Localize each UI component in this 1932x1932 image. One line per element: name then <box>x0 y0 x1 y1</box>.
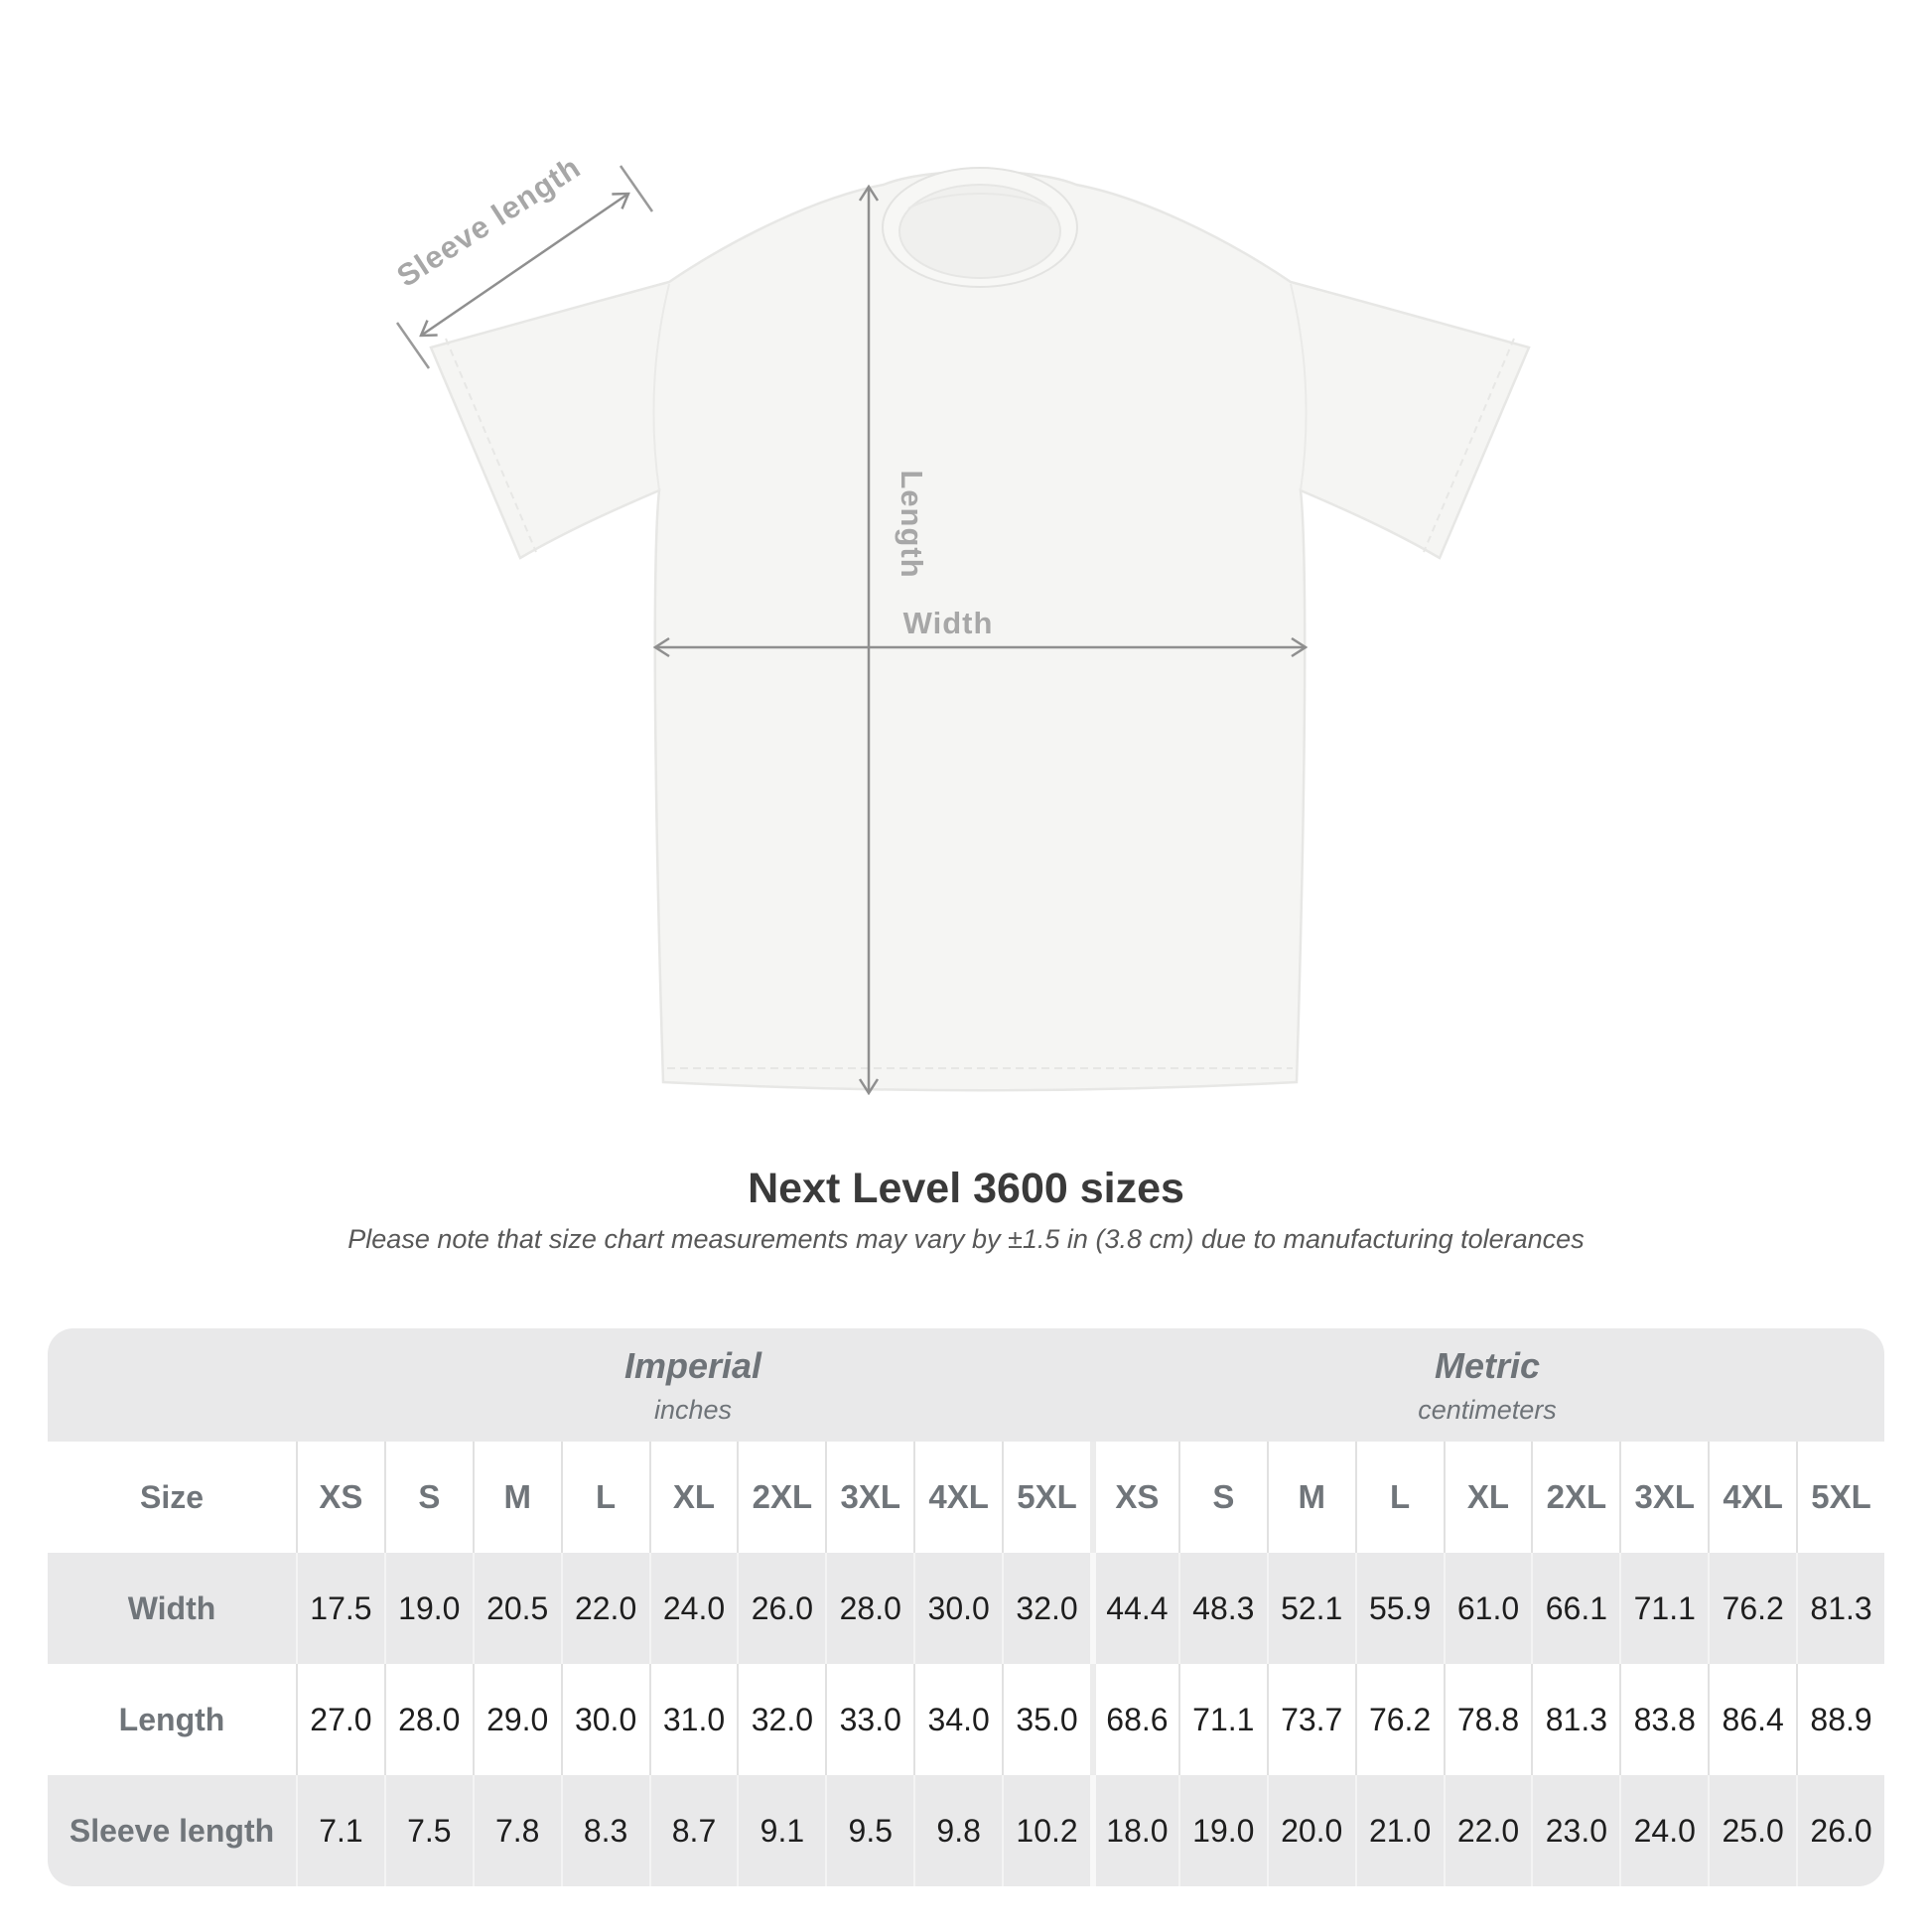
value-cell: 27.0 <box>296 1664 384 1775</box>
value-cell: 28.0 <box>825 1553 913 1664</box>
value-cell: 25.0 <box>1708 1775 1796 1886</box>
value-cell: 32.0 <box>1002 1553 1090 1664</box>
value-cell: 81.3 <box>1531 1664 1619 1775</box>
size-header-label: Size <box>139 1478 205 1515</box>
row-label-sleeve-length: Sleeve length <box>69 1812 275 1849</box>
value-cell: 88.9 <box>1796 1664 1884 1775</box>
width-label: Width <box>903 606 994 640</box>
value-cell: 34.0 <box>913 1664 1002 1775</box>
value-cell: 24.0 <box>648 1553 738 1664</box>
size-header-cell: S <box>1177 1442 1267 1553</box>
unit-name-imperial: Imperial <box>623 1344 762 1386</box>
row-label-length: Length <box>118 1701 225 1737</box>
size-header-cell: 5XL <box>1796 1442 1884 1553</box>
unit-header-row: Imperial inches Metric centimeters <box>48 1328 1884 1442</box>
value-cell: 76.2 <box>1708 1553 1796 1664</box>
value-cell: 22.0 <box>1443 1775 1532 1886</box>
value-cell: 71.1 <box>1619 1553 1708 1664</box>
value-cell: 20.0 <box>1266 1775 1355 1886</box>
value-cell: 71.1 <box>1177 1664 1267 1775</box>
value-cell: 78.8 <box>1443 1664 1532 1775</box>
size-header-cell: XS <box>296 1442 384 1553</box>
value-cell: 66.1 <box>1531 1553 1619 1664</box>
value-cell: 7.5 <box>383 1775 473 1886</box>
value-cell: 33.0 <box>825 1664 913 1775</box>
value-cell: 19.0 <box>1177 1775 1267 1886</box>
row-label-width: Width <box>127 1589 216 1626</box>
table-row-length: Length 27.0 28.0 29.0 30.0 31.0 32.0 33.0 34.0 3… <box>48 1664 1884 1775</box>
size-header-cell: L <box>560 1442 649 1553</box>
value-cell: 86.4 <box>1708 1664 1796 1775</box>
size-header-cell: 3XL <box>1619 1442 1708 1553</box>
value-cell: 10.2 <box>1002 1775 1090 1886</box>
value-cell: 73.7 <box>1266 1664 1355 1775</box>
tshirt-shape <box>429 167 1531 1092</box>
value-cell: 48.3 <box>1177 1553 1267 1664</box>
sleeve-length-arrow <box>395 165 654 369</box>
size-header-cell: S <box>383 1442 473 1553</box>
value-cell: 18.0 <box>1089 1775 1178 1886</box>
unit-header-imperial: Imperial inches <box>296 1328 1090 1442</box>
table-row-sleeve-length: Sleeve length 7.1 7.5 7.8 8.3 8.7 9.1 9.5 9.8 10… <box>48 1775 1884 1886</box>
table-row-width: Width 17.5 19.0 20.5 22.0 24.0 26.0 28.0 30.0 32… <box>48 1553 1884 1664</box>
value-cell: 52.1 <box>1266 1553 1355 1664</box>
value-cell: 20.5 <box>472 1553 561 1664</box>
value-cell: 81.3 <box>1796 1553 1884 1664</box>
value-cell: 7.8 <box>472 1775 561 1886</box>
value-cell: 30.0 <box>913 1553 1002 1664</box>
value-cell: 61.0 <box>1443 1553 1532 1664</box>
size-header-cell: 3XL <box>825 1442 913 1553</box>
value-cell: 55.9 <box>1354 1553 1444 1664</box>
size-header-cell: 5XL <box>1002 1442 1090 1553</box>
value-cell: 31.0 <box>648 1664 738 1775</box>
value-cell: 35.0 <box>1002 1664 1090 1775</box>
page-subtitle: Please note that size chart measurements… <box>347 1224 1585 1254</box>
value-cell: 26.0 <box>737 1553 825 1664</box>
size-header-cell: 4XL <box>913 1442 1002 1553</box>
size-header-cell: M <box>472 1442 561 1553</box>
unit-sub-metric: centimeters <box>1418 1394 1557 1425</box>
value-cell: 44.4 <box>1089 1553 1178 1664</box>
size-table: Imperial inches Metric centimeters Size … <box>48 1328 1884 1886</box>
unit-sub-imperial: inches <box>653 1394 733 1425</box>
size-header-cell: XL <box>1443 1442 1532 1553</box>
value-cell: 8.3 <box>560 1775 649 1886</box>
size-header-cell: XS <box>1089 1442 1178 1553</box>
value-cell: 9.5 <box>825 1775 913 1886</box>
value-cell: 17.5 <box>296 1553 384 1664</box>
value-cell: 83.8 <box>1619 1664 1708 1775</box>
value-cell: 76.2 <box>1354 1664 1444 1775</box>
value-cell: 21.0 <box>1354 1775 1444 1886</box>
value-cell: 23.0 <box>1531 1775 1619 1886</box>
length-label: Length <box>895 470 929 578</box>
size-header-cell: M <box>1266 1442 1355 1553</box>
value-cell: 19.0 <box>383 1553 473 1664</box>
size-header-cell: 2XL <box>737 1442 825 1553</box>
value-cell: 26.0 <box>1796 1775 1884 1886</box>
value-cell: 29.0 <box>472 1664 561 1775</box>
value-cell: 9.8 <box>913 1775 1002 1886</box>
value-cell: 9.1 <box>737 1775 825 1886</box>
value-cell: 32.0 <box>737 1664 825 1775</box>
size-header-cell: 4XL <box>1708 1442 1796 1553</box>
value-cell: 30.0 <box>560 1664 649 1775</box>
size-header-cell: L <box>1354 1442 1444 1553</box>
table-row-sizes: Size XS S M L XL 2XL 3XL 4XL 5XL XS S M L XL 2XL 3XL 4X… <box>48 1442 1884 1553</box>
unit-name-metric: Metric <box>1434 1344 1541 1386</box>
value-cell: 8.7 <box>648 1775 738 1886</box>
size-header-cell: XL <box>648 1442 738 1553</box>
unit-header-metric: Metric centimeters <box>1090 1328 1884 1442</box>
value-cell: 22.0 <box>560 1553 649 1664</box>
value-cell: 68.6 <box>1089 1664 1178 1775</box>
sleeve-length-label: Sleeve length <box>390 150 587 294</box>
value-cell: 28.0 <box>383 1664 473 1775</box>
page-title: Next Level 3600 sizes <box>748 1165 1184 1212</box>
value-cell: 24.0 <box>1619 1775 1708 1886</box>
collar <box>882 167 1078 288</box>
value-cell: 7.1 <box>296 1775 384 1886</box>
size-header-cell: 2XL <box>1531 1442 1619 1553</box>
